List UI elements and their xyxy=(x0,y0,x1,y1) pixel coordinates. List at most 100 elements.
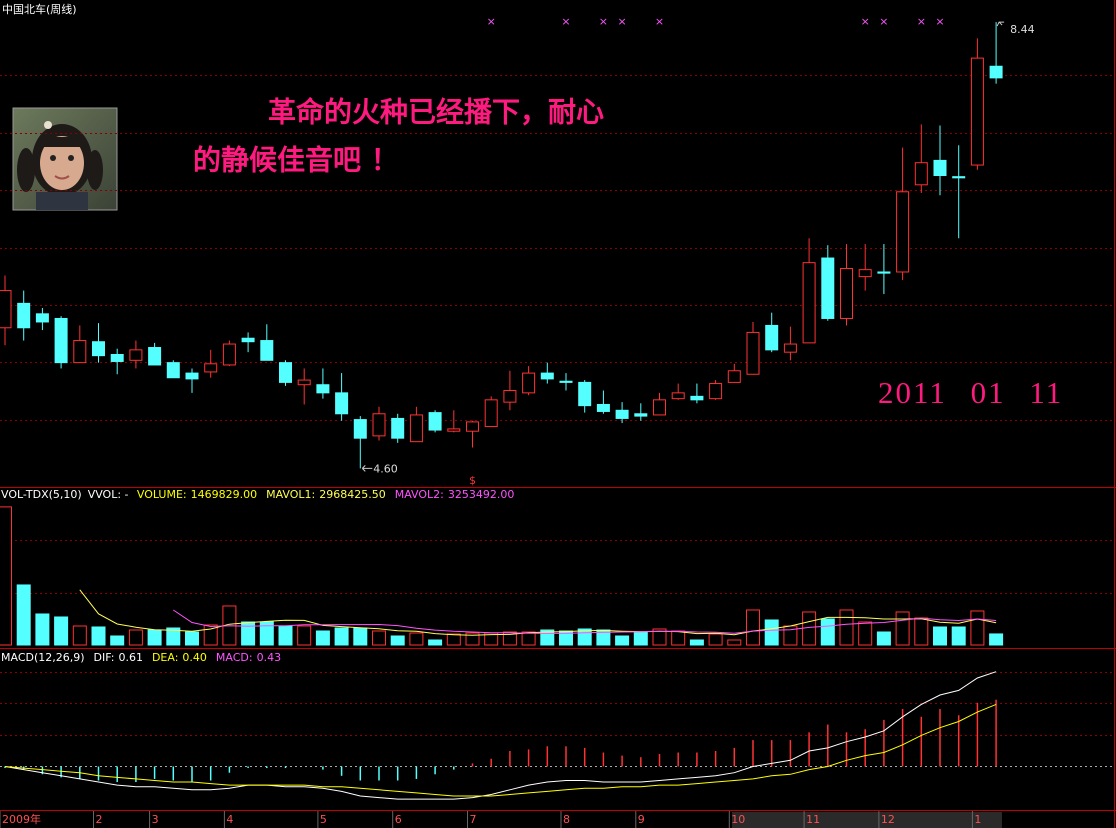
candle-body xyxy=(484,399,498,428)
candle-body xyxy=(466,421,479,432)
candle-body xyxy=(821,257,835,319)
candle-body xyxy=(92,341,105,357)
x-tick-label: 2009年 xyxy=(2,812,41,826)
legend-name: MAVOL1: xyxy=(266,488,315,501)
candle-body xyxy=(391,417,405,439)
volume-bar xyxy=(633,631,648,646)
legend-value: 0.40 xyxy=(182,651,207,664)
photo-eye xyxy=(68,155,74,161)
volume-bar xyxy=(689,639,704,646)
candle-body xyxy=(428,412,442,431)
volume-bar xyxy=(446,633,461,646)
candle-body xyxy=(671,392,685,400)
photo xyxy=(12,107,118,211)
volume-bar xyxy=(746,609,760,646)
candle-body xyxy=(914,162,928,186)
candle-body xyxy=(372,413,386,437)
candle-body xyxy=(840,267,853,319)
x-tick-label: 6 xyxy=(395,813,402,826)
volume-bar xyxy=(128,629,143,646)
volume-bar xyxy=(708,633,723,646)
candle-body xyxy=(222,343,236,366)
volume-bar xyxy=(259,621,274,646)
photo-pigtail xyxy=(17,148,35,192)
candle-body xyxy=(241,337,255,343)
signal-marker: × xyxy=(935,15,944,28)
annotation: 的静候佳音吧 ！ xyxy=(193,144,399,177)
date-annotation: 2011 01 11 xyxy=(878,375,1063,410)
indicator-line xyxy=(4,671,997,800)
x-tick-label: 4 xyxy=(226,813,233,826)
candle-body xyxy=(653,399,666,416)
volume-bar xyxy=(652,628,667,646)
volume-bar xyxy=(0,506,12,646)
max-marker-arrow xyxy=(996,21,1005,27)
volume-bar xyxy=(465,632,480,646)
candle-body xyxy=(73,340,87,364)
panel-note: VVOL: - xyxy=(88,488,129,501)
volume-bar xyxy=(72,625,87,646)
chart-title: 中国北车(周线) xyxy=(2,2,77,16)
volume-bar xyxy=(820,618,835,646)
candle-body xyxy=(933,159,947,177)
volume-bar xyxy=(91,626,106,646)
volume-bar xyxy=(110,635,125,646)
signal-marker: × xyxy=(861,15,870,28)
volume-bar xyxy=(839,609,854,646)
candle-body xyxy=(634,413,648,417)
signal-marker: × xyxy=(879,15,888,28)
x-tick-label: 7 xyxy=(470,813,477,826)
legend-value: 0.43 xyxy=(257,651,282,664)
candle-body xyxy=(540,372,554,380)
legend-value: 2968425.50 xyxy=(319,488,385,501)
panel-legend: VOL-TDX(5,10) VVOL: - VOLUME: 1469829.00 MAV… xyxy=(1,488,514,501)
candle-body xyxy=(316,384,330,394)
volume-bar xyxy=(278,625,293,646)
candle-body xyxy=(297,379,311,386)
candle-body xyxy=(447,428,461,432)
candle-body xyxy=(148,347,162,366)
photo-face xyxy=(40,136,84,190)
candle-body xyxy=(709,383,723,400)
candle-body xyxy=(54,317,68,364)
volume-bar xyxy=(372,630,386,646)
panel-title: MACD(12,26,9) xyxy=(1,651,85,664)
volume-bar xyxy=(428,639,443,646)
candle-body xyxy=(129,349,143,361)
candle-body xyxy=(166,362,180,379)
candle-body xyxy=(522,372,536,394)
candle-body xyxy=(970,57,984,166)
buy-marker: $ xyxy=(469,474,476,487)
legend-name: DEA: xyxy=(152,651,178,664)
moving-average-line xyxy=(173,609,997,634)
volume-bar xyxy=(203,624,218,646)
candle-body xyxy=(503,390,517,403)
candle-body xyxy=(783,343,797,353)
legend-name: MACD: xyxy=(216,651,253,664)
x-tick-label: 8 xyxy=(563,813,570,826)
x-tick-label: 1 xyxy=(974,813,981,826)
volume-bar xyxy=(54,616,69,646)
volume-bar xyxy=(502,631,517,646)
max-marker-label: 8.44 xyxy=(1010,23,1035,36)
volume-bar xyxy=(297,625,312,646)
candle-body xyxy=(185,372,199,380)
volume-bar xyxy=(951,626,966,646)
candle-body xyxy=(35,313,49,323)
candle-body xyxy=(204,363,218,373)
legend-value: 0.61 xyxy=(118,651,143,664)
photo-eye xyxy=(50,155,56,161)
candle-body xyxy=(409,414,423,443)
signal-marker: × xyxy=(561,15,570,28)
candle-body xyxy=(279,362,292,383)
candle-body xyxy=(765,324,779,351)
x-tick-label: 12 xyxy=(881,813,895,826)
volume-bar xyxy=(315,630,330,646)
photo-bangs xyxy=(40,137,84,147)
volume-bar xyxy=(16,584,31,646)
x-tick-label: 2 xyxy=(96,813,103,826)
candle-body xyxy=(802,262,816,344)
min-marker-label: 4.60 xyxy=(373,462,398,475)
